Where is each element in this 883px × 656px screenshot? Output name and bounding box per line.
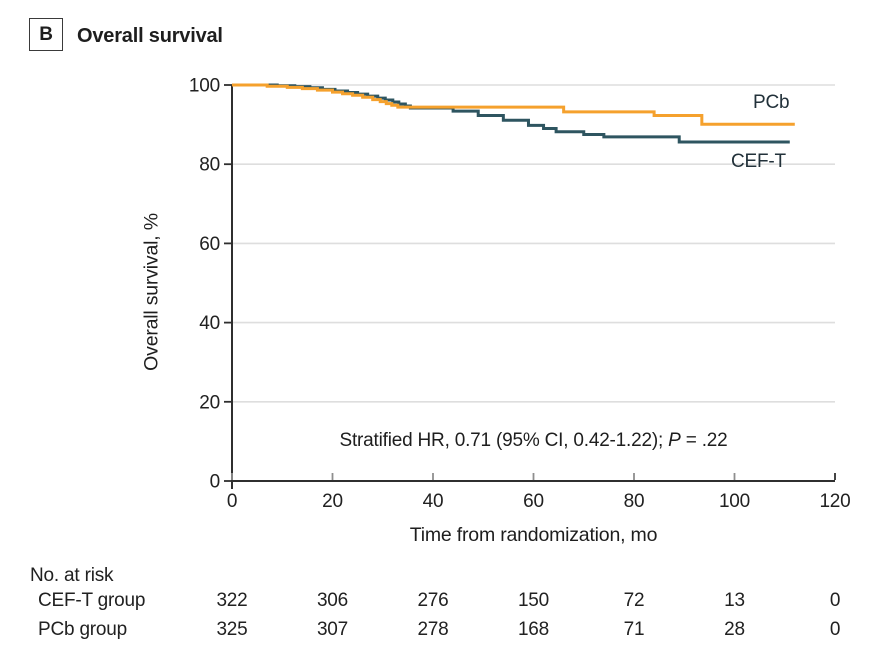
x-tick-label-0: 0 — [227, 491, 237, 512]
at-risk-value-pcb-group-t0: 325 — [216, 619, 248, 640]
at-risk-value-pcb-group-t80: 71 — [623, 619, 645, 640]
x-tick-label-120: 120 — [819, 491, 850, 512]
at-risk-value-pcb-group-t120: 0 — [829, 619, 841, 640]
x-tick-label-60: 60 — [523, 491, 544, 512]
at-risk-value-cef-t-group-t100: 13 — [724, 590, 745, 611]
annotation-prefix: Stratified HR, 0.71 (95% CI, 0.42-1.22); — [339, 430, 669, 451]
at-risk-value-pcb-group-t40: 278 — [417, 619, 449, 640]
annotation-p-symbol: P — [668, 430, 681, 451]
km-curve-cef-t — [232, 83, 790, 144]
y-tick-label-40: 40 — [199, 313, 220, 334]
at-risk-value-pcb-group-t60: 168 — [517, 619, 550, 640]
y-tick-label-20: 20 — [199, 392, 220, 413]
curve-label-pcb: PCb — [753, 92, 790, 113]
at-risk-value-cef-t-group-t120: 0 — [829, 590, 841, 611]
at-risk-value-cef-t-group-t60: 150 — [517, 590, 550, 611]
km-chart-canvas: 0 20 40 60 80 100 0 20 40 60 80 100 120 — [189, 76, 851, 513]
at-risk-value-cef-t-group-t40: 276 — [417, 590, 449, 611]
km-curve-pcb — [232, 83, 795, 126]
hazard-ratio-annotation: Stratified HR, 0.71 (95% CI, 0.42-1.22);… — [232, 430, 835, 452]
at-risk-header: No. at risk — [30, 565, 114, 586]
at-risk-value-pcb-group-t20: 307 — [316, 619, 349, 640]
curve-label-cef-t: CEF-T — [731, 151, 786, 172]
y-tick-label-0: 0 — [210, 472, 220, 493]
at-risk-value-cef-t-group-t80: 72 — [623, 590, 645, 611]
at-risk-value-cef-t-group-t0: 322 — [216, 590, 248, 611]
at-risk-row-label-cef-t: CEF-T group — [38, 590, 146, 611]
y-axis-title: Overall survival, % — [140, 213, 163, 371]
annotation-p-value: = .22 — [680, 430, 728, 451]
x-tick-label-100: 100 — [719, 491, 750, 512]
y-tick-label-100: 100 — [189, 76, 220, 97]
x-tick-label-80: 80 — [624, 491, 645, 512]
panel-label: B — [39, 23, 53, 45]
figure-title: Overall survival — [77, 25, 223, 47]
panel-label-box: B — [29, 18, 63, 51]
x-tick-label-40: 40 — [423, 491, 444, 512]
x-axis-title: Time from randomization, mo — [409, 524, 658, 546]
y-tick-label-80: 80 — [199, 155, 220, 176]
at-risk-value-pcb-group-t100: 28 — [724, 619, 745, 640]
at-risk-row-label-pcb: PCb group — [38, 619, 128, 640]
x-tick-label-20: 20 — [322, 491, 343, 512]
at-risk-value-cef-t-group-t20: 306 — [316, 590, 349, 611]
y-tick-label-60: 60 — [199, 234, 220, 255]
